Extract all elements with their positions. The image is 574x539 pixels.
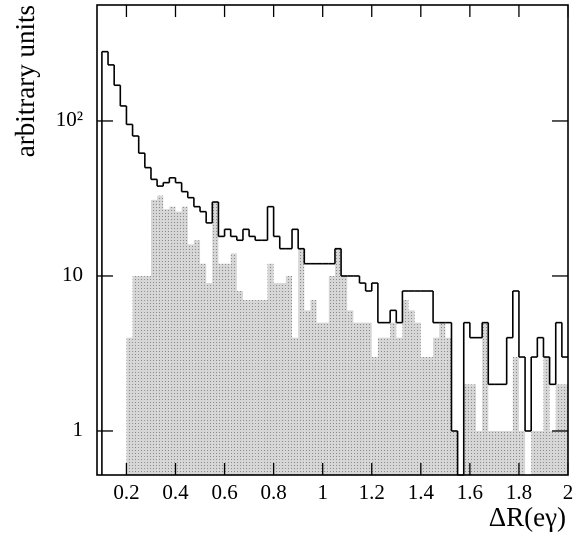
bar: [341, 275, 348, 475]
bar: [433, 337, 440, 475]
bar: [512, 357, 519, 475]
bar: [377, 337, 385, 475]
bar: [445, 337, 452, 475]
bar: [187, 244, 194, 475]
bar: [494, 430, 501, 475]
bar: [175, 211, 182, 476]
bar: [150, 199, 158, 475]
bar: [476, 430, 483, 475]
bar: [267, 263, 274, 475]
x-tick-label: 0.6: [211, 480, 237, 504]
bar: [292, 337, 299, 475]
bar: [193, 240, 201, 475]
bar: [126, 337, 133, 475]
bar: [451, 430, 458, 475]
bar: [285, 275, 293, 475]
bar: [384, 337, 391, 475]
bar: [298, 248, 305, 475]
bar: [255, 299, 262, 475]
bar: [518, 430, 526, 475]
bar: [543, 357, 550, 475]
bar: [482, 322, 489, 475]
bar: [230, 253, 237, 475]
y-tick-label: 10²: [56, 107, 83, 131]
bar: [420, 357, 427, 475]
bar: [347, 310, 354, 475]
bar: [390, 322, 397, 475]
bar: [463, 384, 470, 475]
bar: [396, 337, 403, 475]
bar: [506, 430, 513, 475]
x-tick-label: 1.6: [457, 480, 483, 504]
bar: [169, 206, 176, 475]
bar: [334, 248, 342, 475]
bar: [531, 430, 538, 475]
bar: [359, 322, 366, 475]
x-tick-label: 1.8: [506, 480, 532, 504]
bar: [328, 275, 335, 475]
plot-frame: [96, 4, 569, 476]
x-tick-label: 0.4: [162, 480, 189, 504]
bar: [206, 283, 213, 475]
bar: [236, 290, 243, 475]
bar: [242, 299, 250, 475]
bar: [316, 322, 323, 475]
bar: [212, 202, 219, 475]
bar: [408, 310, 415, 475]
bar: [304, 310, 311, 475]
bar: [273, 283, 280, 475]
bar: [488, 430, 495, 475]
x-tick-label: 1.2: [359, 480, 385, 504]
y-tick-label: 1: [73, 417, 84, 441]
bar: [200, 263, 207, 475]
bar: [371, 357, 378, 475]
bar: [537, 430, 544, 475]
x-tick-label: 2: [563, 480, 574, 504]
bar: [561, 384, 568, 475]
bar: [549, 430, 556, 475]
y-axis-label: arbitrary units: [10, 5, 40, 157]
x-tick-label: 1.4: [408, 480, 435, 504]
bar: [218, 263, 225, 475]
bar: [138, 275, 145, 475]
bar: [402, 299, 409, 475]
bar: [181, 206, 188, 475]
bar: [144, 275, 151, 475]
bar: [555, 384, 562, 475]
x-tick-label: 1: [317, 480, 328, 504]
bar: [249, 299, 256, 475]
bar: [132, 275, 139, 475]
bar: [500, 430, 507, 475]
x-tick-label: 0.2: [113, 480, 139, 504]
bar: [279, 283, 286, 475]
bar: [414, 322, 421, 475]
bar: [322, 322, 329, 475]
bar: [261, 299, 268, 475]
x-axis-label: ΔR(eγ): [489, 502, 566, 532]
bar: [310, 299, 317, 475]
bar: [439, 322, 446, 475]
bar: [157, 195, 164, 475]
bar: [353, 322, 360, 475]
bar: [224, 263, 231, 475]
bar: [469, 384, 477, 475]
bar: [426, 357, 434, 475]
x-tick-label: 0.8: [261, 480, 287, 504]
bar: [163, 209, 170, 475]
y-tick-label: 10: [62, 262, 83, 286]
bar: [365, 322, 372, 475]
